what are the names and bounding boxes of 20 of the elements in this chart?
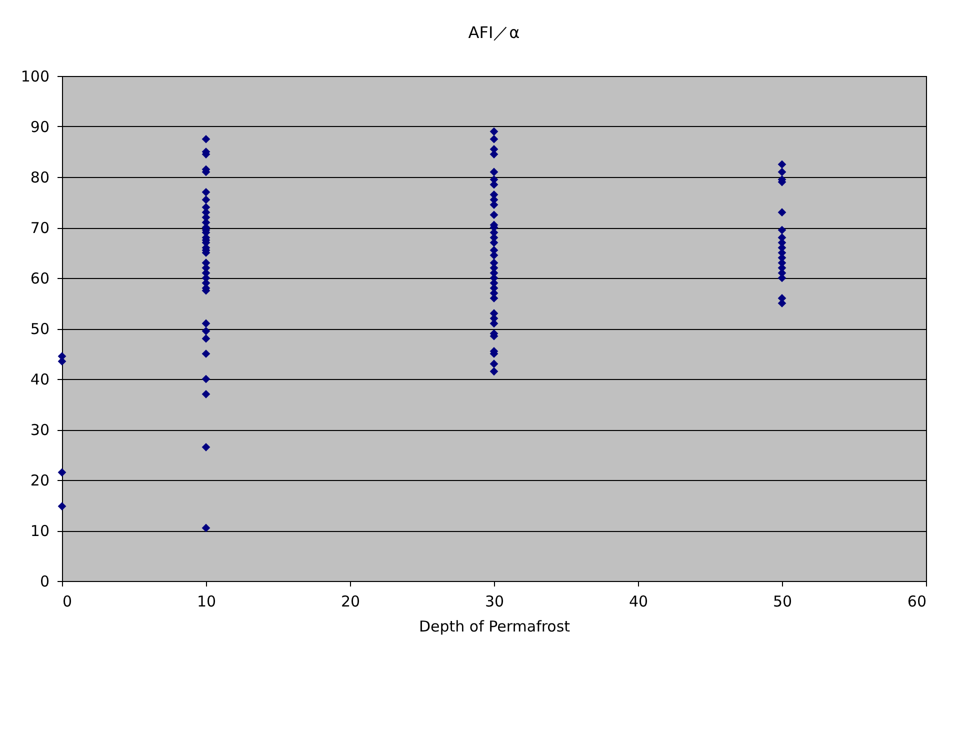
y-tick-label: 50 (30, 320, 50, 338)
y-tick-label: 40 (30, 370, 50, 388)
y-tick-label: 60 (30, 270, 50, 288)
x-tick-label: 0 (62, 592, 72, 610)
y-tick-label: 10 (30, 522, 50, 540)
y-tick-label: 80 (30, 168, 50, 186)
x-tick-label: 20 (340, 592, 360, 610)
x-tick-label: 10 (196, 592, 216, 610)
y-tick-label: 20 (30, 472, 50, 490)
x-tick-label: 40 (628, 592, 648, 610)
y-tick-label: 30 (30, 421, 50, 439)
y-tick-label: 90 (30, 118, 50, 136)
chart-title: AFI／α (468, 23, 520, 42)
y-tick-label: 100 (20, 68, 50, 86)
y-tick-label: 0 (40, 572, 50, 590)
y-tick-label: 70 (30, 219, 50, 237)
x-tick-label: 30 (484, 592, 504, 610)
x-axis-title: Depth of Permafrost (418, 618, 570, 636)
x-tick-label: 50 (772, 592, 792, 610)
x-tick-label: 60 (907, 592, 926, 610)
